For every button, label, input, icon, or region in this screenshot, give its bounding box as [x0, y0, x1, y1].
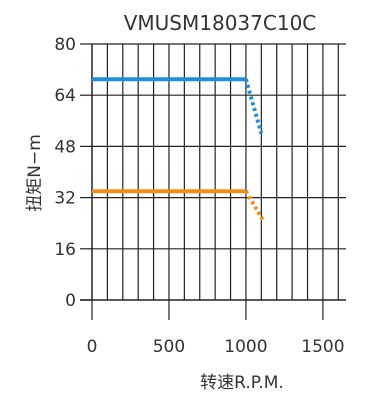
series-group	[92, 77, 265, 222]
x-tick-label: 500	[153, 337, 185, 357]
x-axis-label: 转速R.P.M.	[200, 373, 284, 393]
series-2-dotted-line	[244, 190, 265, 222]
y-tick-label: 48	[54, 137, 76, 157]
y-tick-label: 16	[54, 240, 76, 260]
y-axis-label: 扭矩N−m	[25, 134, 45, 212]
y-tick-label: 32	[54, 189, 76, 209]
y-tick-label: 80	[54, 35, 76, 55]
series-1-dotted-line	[244, 78, 264, 135]
axes	[80, 43, 346, 320]
y-tick-label: 64	[54, 86, 76, 106]
grid	[92, 43, 346, 300]
chart-title: VMUSM18037C10C	[124, 11, 317, 35]
y-tick-label: 0	[65, 291, 76, 311]
tick-labels: 0 500 1000 1500 0 16 32 48 64 80	[54, 35, 344, 357]
x-tick-label: 0	[87, 337, 98, 357]
x-tick-label: 1000	[224, 337, 267, 357]
x-tick-label: 1500	[301, 337, 344, 357]
